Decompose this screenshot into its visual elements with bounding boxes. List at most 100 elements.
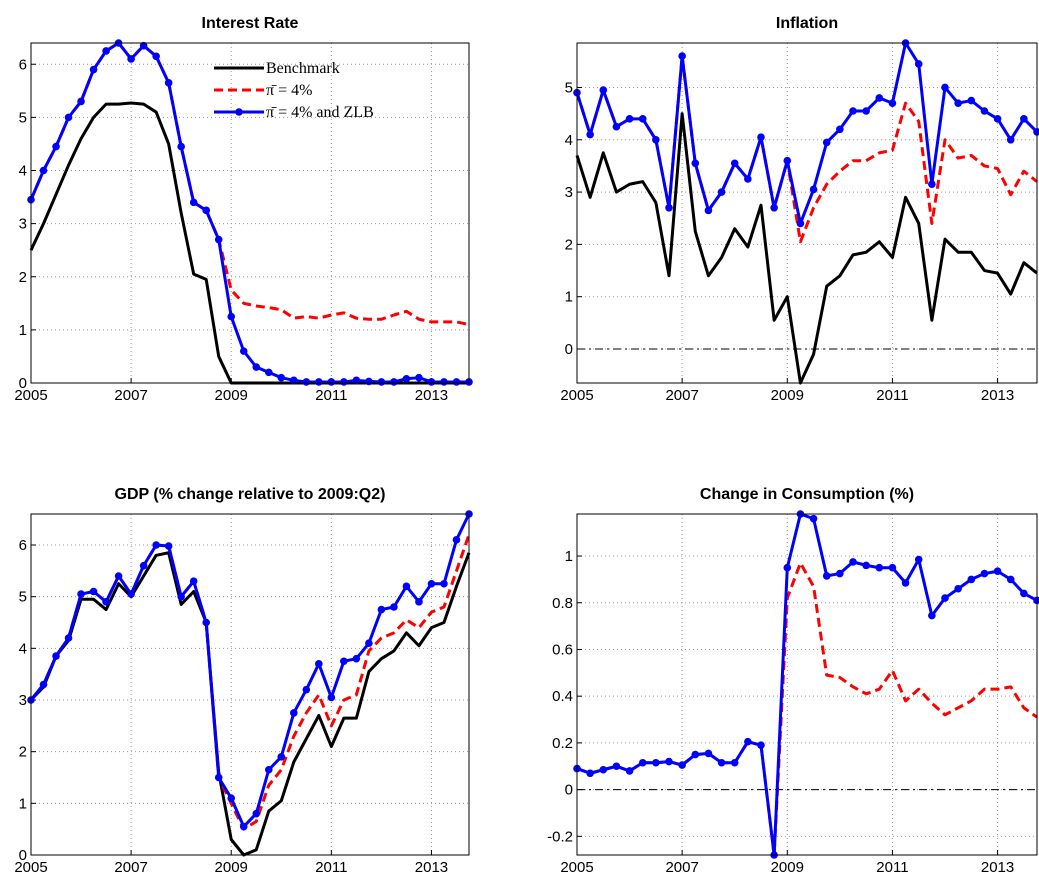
series-marker — [914, 555, 923, 564]
series-marker — [770, 203, 778, 212]
series-marker — [941, 83, 949, 92]
series-marker — [264, 368, 273, 377]
x-tick-label: 2011 — [876, 387, 908, 404]
series-marker — [678, 52, 686, 60]
series-marker — [89, 65, 98, 74]
series-marker — [164, 542, 173, 550]
panel: Interest Rate 0 1 2 3 4 5 6 2005 2007 2009 2011 2013… — [14, 15, 473, 404]
panel: Change in Consumption (%) -0.2 0 0.2 0.4 0.6 0… — [547, 486, 1039, 876]
series-marker — [783, 563, 792, 572]
series-marker — [862, 561, 870, 570]
series-line — [576, 561, 1038, 857]
y-tick-label: 5 — [19, 109, 27, 126]
series-marker — [452, 536, 461, 544]
y-tick-label: 0 — [19, 847, 27, 864]
series-marker — [77, 97, 85, 106]
series-marker — [980, 569, 989, 578]
series-marker — [967, 575, 976, 584]
series-marker — [152, 541, 160, 549]
series-marker — [89, 587, 98, 596]
series-marker — [127, 590, 135, 598]
y-tick-label: 5 — [565, 79, 573, 96]
series-marker — [757, 741, 765, 750]
series-marker — [352, 654, 361, 663]
series-marker — [849, 558, 857, 566]
x-tick-label: 2009 — [215, 859, 248, 876]
series-marker — [39, 166, 48, 175]
series-line — [29, 551, 471, 857]
series-marker — [39, 680, 48, 689]
series-marker — [1033, 596, 1039, 605]
y-tick-label: 2 — [19, 269, 27, 286]
series-marker — [127, 55, 135, 63]
series-marker — [730, 159, 739, 168]
y-tick-label: 0.6 — [552, 641, 573, 658]
series-line — [575, 112, 1038, 385]
series-marker — [102, 47, 110, 55]
series-marker — [340, 378, 348, 386]
series-marker — [202, 206, 210, 215]
series-marker — [599, 86, 608, 94]
axes-frame — [576, 42, 1038, 384]
series-marker — [888, 563, 897, 572]
series-marker — [365, 377, 373, 386]
series-marker — [415, 598, 423, 606]
series-marker — [402, 374, 411, 383]
chart-title: Interest Rate — [202, 15, 299, 32]
series-marker — [315, 378, 323, 386]
series-marker — [809, 185, 818, 194]
y-tick-label: 0 — [19, 375, 27, 392]
x-tick-label: 2009 — [771, 859, 804, 876]
x-tick-label: 2011 — [876, 859, 908, 876]
series-marker — [139, 561, 148, 570]
y-tick-label: 0 — [565, 782, 573, 799]
series-marker — [757, 133, 765, 141]
x-tick-label: 2007 — [114, 859, 147, 876]
series-marker — [954, 584, 962, 593]
series-marker — [625, 115, 634, 123]
series-marker — [52, 142, 60, 151]
series-group — [573, 39, 1039, 385]
axes-frame — [576, 513, 1038, 856]
series-marker — [452, 378, 461, 386]
series-marker — [214, 235, 223, 244]
series-marker — [901, 579, 910, 587]
series-marker — [77, 590, 85, 598]
series-marker — [638, 115, 647, 123]
y-tick-label: 4 — [19, 640, 27, 657]
x-tick-label: 2011 — [315, 387, 347, 404]
series-marker — [239, 822, 248, 831]
series-marker — [691, 159, 700, 168]
series-marker — [340, 657, 348, 666]
series-marker — [227, 794, 236, 802]
series-marker — [875, 94, 884, 102]
series-marker — [928, 180, 936, 189]
series-marker — [599, 765, 608, 774]
series-marker — [875, 563, 884, 572]
series-marker — [612, 762, 621, 771]
series-marker — [809, 514, 818, 523]
series-marker — [941, 594, 949, 602]
y-tick-label: 0.2 — [552, 735, 573, 752]
series-marker — [612, 122, 621, 131]
y-tick-label: 0.4 — [552, 688, 573, 705]
chart-title: Change in Consumption (%) — [700, 486, 914, 503]
series-marker — [993, 115, 1002, 123]
series-marker — [849, 107, 857, 115]
series-marker — [277, 753, 286, 761]
legend-label: π̄ = 4% — [266, 82, 312, 99]
series-marker — [652, 135, 660, 144]
series-marker — [888, 99, 897, 107]
series-marker — [64, 113, 73, 122]
series-marker — [365, 639, 373, 647]
plot-area — [31, 514, 469, 855]
series-marker — [862, 107, 870, 115]
series-marker — [402, 582, 411, 591]
series-marker — [64, 634, 73, 642]
series-marker — [102, 598, 110, 606]
series-marker — [239, 347, 248, 355]
series-marker — [586, 769, 594, 778]
series-marker — [980, 107, 989, 115]
y-tick-label: 4 — [565, 132, 573, 149]
series-marker — [440, 378, 448, 386]
